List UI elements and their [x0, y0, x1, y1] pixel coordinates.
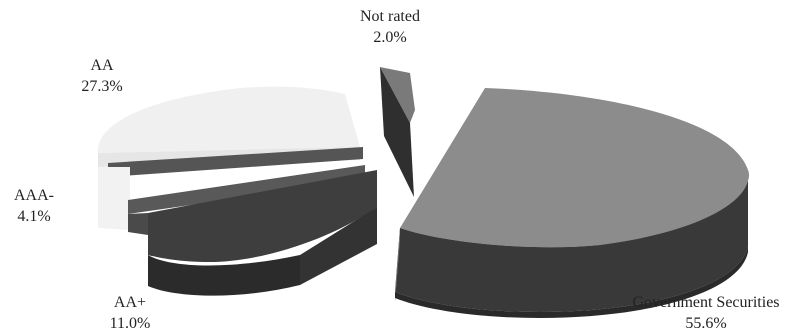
slice-aa: [97, 86, 363, 230]
slice-label-aaa-minus-value: 4.1%: [17, 208, 51, 225]
slice-label-not-rated: Not rated 2.0%: [342, 6, 438, 48]
slice-label-government-securities: Government Securities 55.6%: [608, 292, 804, 334]
slice-government-securities-side: [395, 170, 749, 312]
slice-aa-plus: [148, 170, 377, 296]
slice-government-securities: [395, 88, 749, 318]
slice-government-securities-edge: [395, 228, 400, 302]
slice-label-government-securities-name: Government Securities: [632, 294, 780, 311]
slice-aaa-minus: [128, 165, 365, 235]
slice-aa-plus-cut: [300, 207, 377, 285]
slice-label-government-securities-value: 55.6%: [685, 315, 727, 332]
slice-label-aaa-minus-name: AAA-: [14, 187, 54, 204]
slice-not-rated: [380, 67, 415, 197]
slice-label-not-rated-name: Not rated: [360, 8, 420, 25]
slice-aaa-minus-side: [128, 213, 148, 235]
slice-not-rated-side: [380, 67, 414, 197]
slice-government-securities-top: [400, 88, 749, 248]
slice-label-aa-value: 27.3%: [81, 78, 123, 95]
slice-government-securities-bottom: [395, 246, 748, 318]
slice-aa-inner-edge: [108, 147, 363, 177]
slice-label-aa-name: AA: [90, 57, 114, 74]
slice-label-not-rated-value: 2.0%: [373, 29, 407, 46]
slice-aa-plus-top: [148, 170, 377, 262]
slice-not-rated-top: [380, 67, 415, 123]
slice-aaa-minus-top: [128, 165, 365, 214]
slice-label-aa-plus-name: AA+: [113, 294, 147, 311]
slice-label-aa-plus-value: 11.0%: [109, 315, 151, 332]
slice-label-aa: AA 27.3%: [72, 55, 132, 97]
slice-aa-left-face: [98, 167, 130, 230]
slice-label-aa-plus: AA+ 11.0%: [100, 292, 160, 334]
slice-label-aaa-minus: AAA- 4.1%: [4, 185, 64, 227]
slice-aa-top: [97, 86, 361, 153]
slice-aa-plus-side: [148, 255, 300, 296]
